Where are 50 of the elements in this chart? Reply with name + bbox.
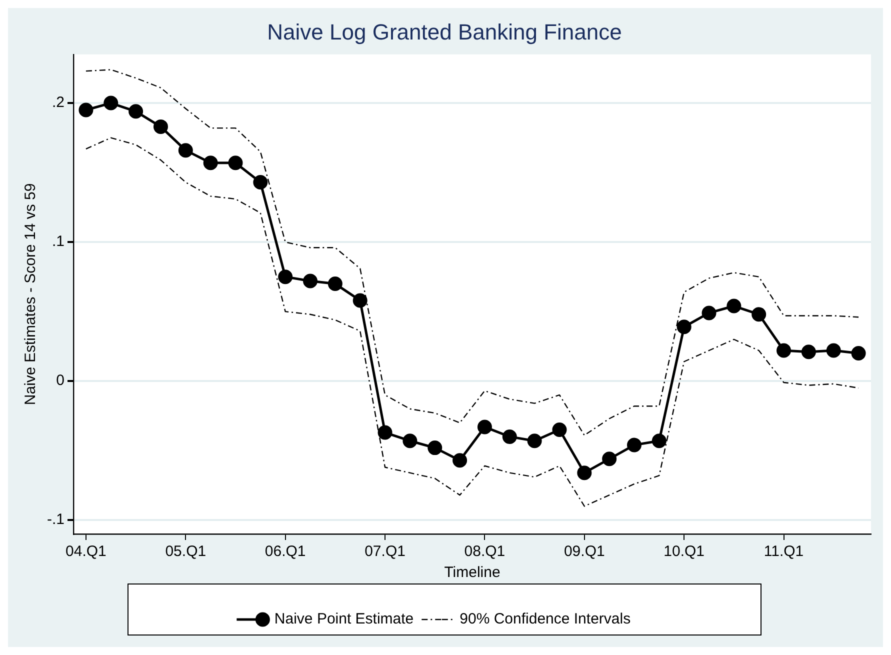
point xyxy=(577,466,592,480)
point xyxy=(352,293,368,308)
point xyxy=(104,96,118,110)
x-tick-label: 04.Q1 xyxy=(66,543,106,560)
x-tick-label: 10.Q1 xyxy=(664,543,705,560)
y-tick-label: .2 xyxy=(52,94,65,112)
point xyxy=(402,434,418,448)
x-tick-label: 11.Q1 xyxy=(764,543,804,560)
point xyxy=(502,429,517,444)
x-tick-label: 06.Q1 xyxy=(264,543,306,560)
point xyxy=(652,434,666,448)
point xyxy=(428,440,442,456)
y-axis-title: Naive Estimates - Score 14 vs 59 xyxy=(22,183,40,406)
x-axis-title: Timeline xyxy=(444,564,500,582)
point xyxy=(702,306,716,320)
y-tick-label: -.1 xyxy=(46,511,65,528)
point xyxy=(452,453,468,468)
point xyxy=(776,343,792,358)
y-tick-label: 0 xyxy=(56,372,65,390)
x-tick-label: 09.Q1 xyxy=(564,543,605,560)
point xyxy=(676,320,692,334)
point xyxy=(378,425,392,440)
line-series xyxy=(85,69,860,436)
point xyxy=(128,104,144,119)
point xyxy=(602,452,617,466)
point xyxy=(477,420,492,434)
point xyxy=(527,434,542,448)
point xyxy=(153,119,168,134)
point xyxy=(303,274,318,288)
x-tick-label: 05.Q1 xyxy=(165,543,206,560)
legend-label: Naive Point Estimate xyxy=(274,610,414,628)
point xyxy=(78,102,94,118)
y-tick-label: .1 xyxy=(52,233,65,250)
point xyxy=(228,156,243,170)
point xyxy=(801,344,816,360)
point xyxy=(851,346,866,361)
point xyxy=(328,276,342,292)
chart-title: Naive Log Granted Banking Finance xyxy=(267,19,622,44)
point xyxy=(253,175,268,190)
x-tick-label: 07.Q1 xyxy=(364,543,406,560)
point xyxy=(552,422,567,437)
point xyxy=(826,343,841,358)
point xyxy=(178,143,193,158)
point xyxy=(203,156,218,170)
x-tick-label: 08.Q1 xyxy=(464,543,506,560)
point xyxy=(278,270,293,284)
point xyxy=(626,438,642,452)
point xyxy=(752,307,766,322)
point xyxy=(726,298,742,314)
legend-label: 90% Confidence Intervals xyxy=(460,610,631,628)
